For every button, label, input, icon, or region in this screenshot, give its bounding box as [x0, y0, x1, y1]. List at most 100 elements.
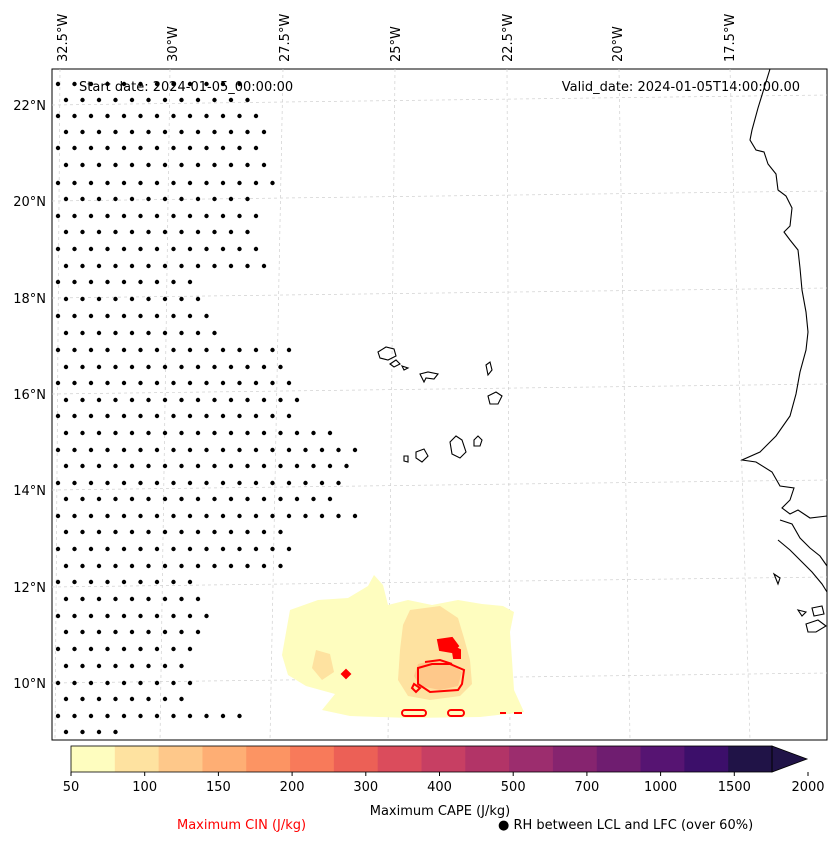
- rh-dot: [204, 480, 209, 486]
- rh-dot: [63, 364, 69, 370]
- island-maio: [473, 435, 483, 447]
- coastline-guinea: [777, 539, 828, 593]
- rh-dot: [278, 397, 283, 403]
- rh-dot: [237, 180, 242, 186]
- rh-dot: [105, 513, 110, 519]
- rh-dot: [129, 463, 135, 469]
- rh-dot: [245, 397, 250, 403]
- rh-dot: [212, 563, 217, 569]
- coastline-guinea-bissau: [779, 519, 828, 567]
- rh-dot: [154, 213, 160, 219]
- island-boa-vista: [487, 391, 503, 405]
- rh-dot: [171, 313, 176, 319]
- rh-dot: [187, 380, 193, 386]
- rh-dot: [179, 463, 184, 469]
- colorbar-segment: [158, 746, 203, 772]
- rh-dot: [253, 546, 259, 552]
- rh-dot: [55, 246, 61, 252]
- rh-dot: [237, 447, 242, 453]
- colorbar-extend-arrow: [771, 745, 809, 773]
- lon-label: 20°W: [611, 26, 626, 62]
- rh-dot: [204, 546, 209, 552]
- rh-dot: [195, 330, 201, 336]
- rh-dot: [212, 162, 217, 168]
- rh-dot: [96, 330, 102, 336]
- rh-dot: [253, 145, 259, 151]
- rh-dot: [212, 229, 217, 235]
- rh-dot: [187, 213, 193, 219]
- rh-dot: [270, 347, 275, 353]
- rh-dot: [113, 496, 118, 502]
- rh-dot: [220, 546, 226, 552]
- rh-dot: [162, 263, 168, 269]
- colorbar-segment: [552, 746, 598, 772]
- rh-dot: [88, 480, 94, 486]
- rh-dot: [113, 229, 118, 235]
- rh-dot: [55, 81, 61, 87]
- rh-dot: [80, 397, 85, 403]
- rh-dot: [204, 113, 209, 119]
- rh-dot: [88, 279, 94, 285]
- rh-dot: [105, 145, 110, 151]
- rh-dot: [154, 180, 160, 186]
- rh-dot: [303, 513, 308, 519]
- gridline-lon: [54, 68, 61, 741]
- rh-dot: [121, 546, 127, 552]
- rh-dot: [96, 696, 102, 702]
- rh-dot: [212, 196, 217, 202]
- rh-dot: [204, 347, 209, 353]
- rh-dot: [80, 729, 85, 735]
- rh-dot: [278, 364, 283, 370]
- rh-dot: [138, 145, 143, 151]
- rh-dot: [162, 397, 168, 403]
- rh-dot: [96, 629, 102, 635]
- rh-dot: [121, 413, 127, 419]
- rh-dot: [204, 613, 209, 619]
- rh-dot: [80, 330, 85, 336]
- rh-dot: [146, 496, 151, 502]
- rh-dot: [220, 213, 226, 219]
- rh-dot: [121, 180, 127, 186]
- rh-dot: [121, 713, 127, 719]
- rh-dot: [228, 129, 234, 135]
- rh-dot: [121, 145, 127, 151]
- colorbar-tick-label: 500: [501, 780, 526, 795]
- rh-dot: [72, 246, 77, 252]
- lon-label: 32.5°W: [56, 14, 71, 62]
- rh-dot: [245, 563, 250, 569]
- rh-dot: [146, 162, 151, 168]
- rh-dot: [96, 496, 102, 502]
- rh-dot: [138, 413, 143, 419]
- rh-dot: [88, 513, 94, 519]
- rh-dot: [105, 680, 110, 686]
- rh-dot: [72, 413, 77, 419]
- rh-dot: [162, 296, 168, 302]
- rh-dot: [105, 646, 110, 652]
- rh-dot: [154, 646, 160, 652]
- rh-dot: [171, 180, 176, 186]
- rh-dot: [129, 263, 135, 269]
- rh-dot: [237, 380, 242, 386]
- rh-dot: [179, 563, 184, 569]
- rh-dot: [179, 397, 184, 403]
- rh-dot: [105, 347, 110, 353]
- cin-contour: [417, 663, 466, 694]
- rh-dot: [162, 529, 168, 535]
- rh-dot: [55, 213, 61, 219]
- rh-dot: [113, 364, 118, 370]
- rh-dot: [129, 229, 135, 235]
- rh-dot: [146, 229, 151, 235]
- rh-dot: [171, 413, 176, 419]
- rh-dot: [162, 596, 168, 602]
- rh-dot: [72, 347, 77, 353]
- rh-dot: [113, 463, 118, 469]
- rh-dot: [171, 246, 176, 252]
- rh-dot: [88, 113, 94, 119]
- rh-dot: [72, 145, 77, 151]
- rh-dot: [171, 480, 176, 486]
- rh-dot: [171, 213, 176, 219]
- cin-contours: [340, 636, 522, 717]
- rh-dot: [154, 413, 160, 419]
- rh-dot: [129, 496, 135, 502]
- rh-dot: [228, 463, 234, 469]
